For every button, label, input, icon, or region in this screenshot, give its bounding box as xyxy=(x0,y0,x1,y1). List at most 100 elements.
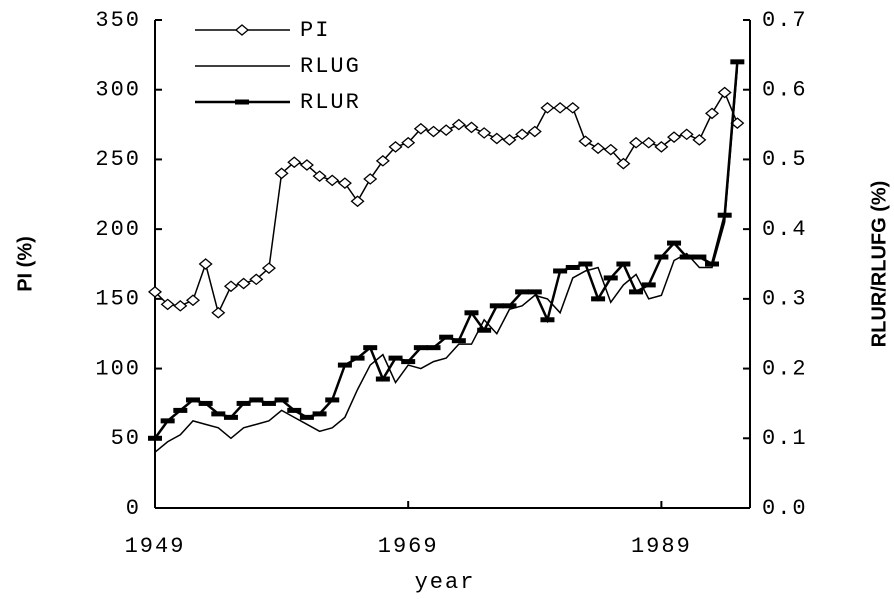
dash-marker xyxy=(211,411,226,417)
diamond-marker xyxy=(249,273,264,286)
diamond-marker xyxy=(274,167,289,180)
y2-tick-label: 0.3 xyxy=(762,287,808,312)
dash-marker xyxy=(413,345,428,351)
dash-marker xyxy=(261,400,276,406)
dash-marker xyxy=(502,303,517,309)
diamond-marker xyxy=(502,134,517,146)
diamond-marker xyxy=(553,101,568,114)
dash-marker xyxy=(363,345,378,351)
legend-label: PI xyxy=(300,18,330,43)
y-tick-label: 100 xyxy=(95,356,141,381)
dash-marker xyxy=(705,261,720,267)
diamond-marker xyxy=(287,156,302,169)
diamond-marker xyxy=(350,195,365,208)
diamond-marker xyxy=(401,136,416,149)
dash-marker xyxy=(325,397,340,403)
legend-label: RLUR xyxy=(300,90,361,115)
dash-marker xyxy=(616,261,631,267)
diamond-marker xyxy=(236,277,251,290)
diamond-marker xyxy=(198,258,213,270)
dash-marker xyxy=(299,414,314,420)
dash-marker xyxy=(426,345,441,351)
diamond-marker xyxy=(679,128,694,141)
diamond-marker xyxy=(477,127,492,139)
dash-marker xyxy=(223,414,238,420)
diamond-marker xyxy=(147,286,163,298)
x-tick-label: 1969 xyxy=(378,534,439,559)
dash-marker xyxy=(464,310,479,316)
y-tick-label: 50 xyxy=(111,426,141,451)
y-tick-label: 150 xyxy=(95,287,141,312)
y2-tick-label: 0.7 xyxy=(762,8,808,33)
diamond-marker xyxy=(173,299,188,312)
diamond-marker xyxy=(616,157,631,170)
dash-marker xyxy=(401,359,416,365)
dash-marker xyxy=(679,254,694,260)
dash-marker xyxy=(160,418,175,424)
dash-marker xyxy=(730,59,745,65)
legend-label: RLUG xyxy=(300,54,361,79)
diamond-marker xyxy=(515,128,530,141)
diamond-marker xyxy=(325,174,340,187)
dash-marker xyxy=(553,268,568,274)
diamond-marker xyxy=(629,136,644,149)
y2-tick-label: 0.0 xyxy=(762,496,808,521)
diamond-marker xyxy=(705,107,720,120)
diamond-marker xyxy=(223,280,238,293)
dash-marker xyxy=(591,296,606,302)
dash-marker xyxy=(249,397,264,403)
diamond-marker xyxy=(717,86,732,99)
diamond-marker xyxy=(439,124,454,136)
dash-marker xyxy=(578,261,593,267)
diamond-marker xyxy=(185,294,200,307)
y-tick-label: 300 xyxy=(95,78,141,103)
diamond-marker xyxy=(489,132,504,145)
dash-marker xyxy=(692,254,707,260)
y-tick-label: 250 xyxy=(95,147,141,172)
diamond-marker xyxy=(363,173,378,185)
y2-tick-label: 0.6 xyxy=(762,78,808,103)
series-line xyxy=(154,68,739,453)
diamond-marker xyxy=(527,125,542,138)
dash-marker xyxy=(603,275,618,281)
dash-marker xyxy=(350,355,365,361)
dash-marker xyxy=(629,289,644,295)
y-tick-label: 0 xyxy=(126,496,141,521)
dash-marker xyxy=(236,400,251,406)
diamond-marker xyxy=(388,141,403,153)
x-axis-title: year xyxy=(415,570,476,595)
y2-tick-label: 0.1 xyxy=(762,426,808,451)
diamond-marker xyxy=(667,131,682,143)
diamond-marker xyxy=(413,122,428,135)
dash-marker xyxy=(439,334,454,340)
x-tick-label: 1949 xyxy=(125,534,186,559)
diamond-marker xyxy=(578,135,593,148)
series-line xyxy=(153,61,739,440)
diamond-marker xyxy=(641,136,656,149)
dash-marker xyxy=(287,407,302,413)
legend-marker xyxy=(235,99,249,105)
dash-marker xyxy=(274,397,289,403)
diamond-marker xyxy=(464,121,479,134)
x-tick-label: 1989 xyxy=(631,534,692,559)
y-axis-title: PI (%) xyxy=(14,236,36,292)
y-tick-label: 350 xyxy=(95,8,141,33)
diamond-marker xyxy=(591,142,606,155)
diamond-marker xyxy=(312,170,327,183)
diamond-marker xyxy=(565,101,580,114)
y2-tick-label: 0.4 xyxy=(762,217,808,242)
dash-marker xyxy=(148,435,162,441)
diamond-marker xyxy=(211,306,226,319)
y2-tick-label: 0.2 xyxy=(762,356,808,381)
y2-axis-title: RLUR/RLUFG (%) xyxy=(868,181,890,348)
dash-marker xyxy=(515,289,530,295)
legend-marker xyxy=(234,24,250,36)
diamond-marker xyxy=(540,101,555,114)
dash-marker xyxy=(667,240,682,246)
dash-marker xyxy=(185,397,200,403)
diamond-marker xyxy=(603,143,618,156)
y2-tick-label: 0.5 xyxy=(762,147,808,172)
diamond-marker xyxy=(299,159,314,171)
dash-marker xyxy=(451,338,466,344)
